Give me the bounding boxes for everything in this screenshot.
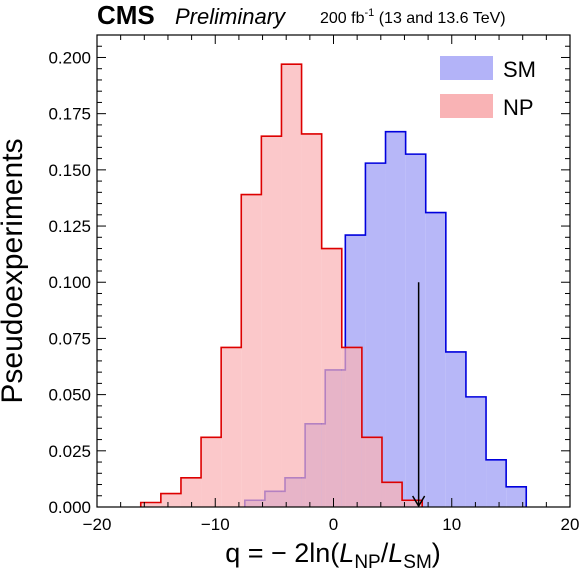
x-tick-label: 0 bbox=[329, 515, 338, 534]
np-bar bbox=[241, 194, 262, 508]
arrow-head bbox=[411, 495, 426, 508]
sm-bar bbox=[425, 212, 446, 508]
x-tick-label: −20 bbox=[83, 515, 112, 534]
np-series bbox=[139, 63, 423, 508]
sm-bar bbox=[445, 351, 466, 507]
y-axis-title: Pseudoexperiments bbox=[0, 138, 29, 403]
observed-arrow bbox=[411, 282, 426, 508]
y-tick-label: 0.000 bbox=[48, 498, 91, 517]
legend-swatch-np bbox=[440, 94, 493, 118]
lumi-exponent: -1 bbox=[364, 7, 374, 19]
y-tick-label: 0.125 bbox=[48, 217, 91, 236]
chart-header: CMS Preliminary 200 fb-1 (13 and 13.6 Te… bbox=[97, 0, 506, 30]
status-label: Preliminary bbox=[175, 4, 287, 29]
legend-swatch-sm bbox=[440, 56, 493, 80]
np-bar bbox=[321, 248, 342, 507]
y-tick-label: 0.050 bbox=[48, 386, 91, 405]
histogram-bars bbox=[139, 63, 528, 508]
np-bar bbox=[341, 347, 362, 507]
y-tick-label: 0.150 bbox=[48, 161, 91, 180]
np-bar bbox=[301, 133, 322, 507]
axis-ticks: −20 −10 0 10 20 0.000 0.025 0.050 0.075 0.100 0.12… bbox=[48, 35, 579, 534]
sm-bar bbox=[385, 131, 406, 507]
sm-bar bbox=[405, 154, 426, 507]
np-bar bbox=[402, 500, 423, 507]
experiment-label: CMS bbox=[97, 0, 155, 30]
y-tick-label: 0.025 bbox=[48, 442, 91, 461]
lumi-value: 200 fb bbox=[320, 10, 365, 27]
np-bar bbox=[201, 437, 222, 507]
np-outline bbox=[139, 63, 423, 507]
np-bar bbox=[261, 136, 282, 507]
sm-bar bbox=[486, 459, 507, 507]
legend-label-sm: SM bbox=[503, 57, 536, 82]
y-tick-label: 0.075 bbox=[48, 329, 91, 348]
y-tick-label: 0.100 bbox=[48, 273, 91, 292]
x-tick-label: 20 bbox=[561, 515, 580, 534]
np-bar bbox=[221, 347, 242, 507]
x-tick-label: 10 bbox=[442, 515, 461, 534]
x-tick-label: −10 bbox=[201, 515, 230, 534]
legend-label-np: NP bbox=[503, 95, 534, 120]
x-axis-title: q = − 2ln(LNP/LSM) bbox=[225, 538, 441, 570]
np-bar bbox=[160, 493, 181, 507]
legend: SM NP bbox=[440, 56, 536, 120]
sm-bar bbox=[506, 486, 527, 507]
lumi-energy: (13 and 13.6 TeV) bbox=[374, 10, 505, 27]
np-bar bbox=[361, 437, 382, 507]
np-bar bbox=[281, 64, 302, 507]
np-bar bbox=[140, 502, 161, 507]
np-bar bbox=[180, 477, 202, 507]
sm-bar bbox=[465, 396, 487, 507]
np-bar bbox=[381, 482, 403, 507]
y-tick-label: 0.175 bbox=[48, 105, 91, 124]
y-tick-label: 0.200 bbox=[48, 48, 91, 67]
sm-bar bbox=[365, 163, 386, 507]
luminosity-label: 200 fb-1 (13 and 13.6 TeV) bbox=[320, 7, 506, 27]
